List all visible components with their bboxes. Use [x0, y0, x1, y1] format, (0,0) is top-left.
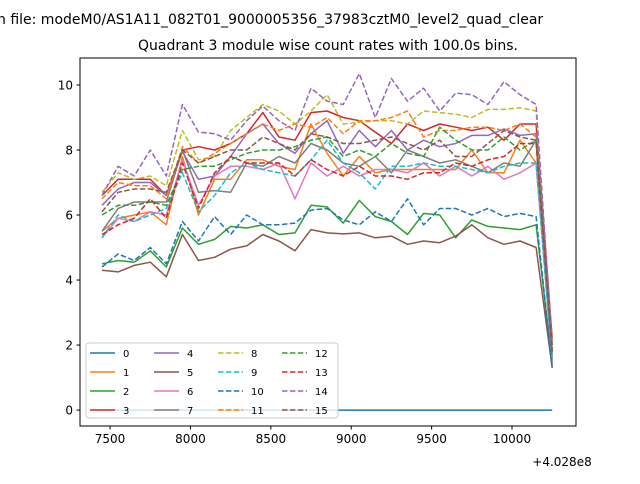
x-tick-label: 7500 — [95, 432, 126, 446]
legend-label: 8 — [251, 349, 257, 360]
series-line-6 — [101, 159, 553, 362]
series-line-5 — [101, 224, 553, 368]
legend-label: 13 — [315, 368, 328, 379]
y-tick-label: 4 — [65, 274, 73, 288]
legend-entry-9: 9 — [218, 368, 257, 379]
legend-entry-10: 10 — [218, 387, 264, 398]
legend-label: 6 — [187, 387, 193, 398]
legend-label: 7 — [187, 406, 193, 417]
series-line-15 — [101, 129, 553, 349]
legend-label: 1 — [123, 368, 129, 379]
legend-entry-12: 12 — [282, 349, 328, 360]
y-tick-label: 0 — [65, 404, 73, 418]
axes-frame — [79, 57, 577, 427]
legend-entry-0: 0 — [90, 349, 129, 360]
chart-title: Quadrant 3 module wise count rates with … — [138, 38, 518, 54]
legend-entry-15: 15 — [282, 406, 328, 417]
legend-label: 12 — [315, 349, 328, 360]
y-axis: 0 2 4 6 8 10 — [58, 78, 80, 418]
legend-entry-2: 2 — [90, 387, 129, 398]
legend-entry-6: 6 — [154, 387, 193, 398]
legend-label: 15 — [315, 406, 328, 417]
series-line-10 — [101, 198, 553, 368]
legend-label: 14 — [315, 387, 328, 398]
legend-label: 9 — [251, 368, 257, 379]
legend-label: 11 — [251, 406, 264, 417]
x-tick-label: 8000 — [175, 432, 206, 446]
legend-frame — [85, 342, 339, 419]
series-line-9 — [101, 139, 553, 362]
legend-entry-5: 5 — [154, 368, 193, 379]
y-tick-label: 2 — [65, 339, 73, 353]
legend-entry-3: 3 — [90, 406, 129, 417]
series-line-8 — [101, 93, 553, 346]
legend-label: 3 — [123, 406, 129, 417]
x-tick-label: 9500 — [416, 432, 447, 446]
x-offset-label: +4.028e8 — [532, 455, 591, 469]
x-axis: 7500 8000 8500 9000 9500 10000 — [95, 426, 531, 446]
plot-area — [101, 72, 553, 411]
x-tick-label: 9000 — [336, 432, 367, 446]
legend-entry-7: 7 — [154, 406, 193, 417]
legend-label: 0 — [123, 349, 129, 360]
x-tick-label: 8500 — [256, 432, 287, 446]
legend-entry-1: 1 — [90, 368, 129, 379]
legend-entry-14: 14 — [282, 387, 328, 398]
y-tick-label: 8 — [65, 144, 73, 158]
suptitle: n file: modeM0/AS1A11_082T01_9000005356_… — [0, 12, 543, 28]
legend-label: 4 — [187, 349, 193, 360]
legend-label: 10 — [251, 387, 264, 398]
y-tick-label: 6 — [65, 209, 73, 223]
series-line-7 — [101, 139, 553, 355]
legend-label: 2 — [123, 387, 129, 398]
series-line-14 — [101, 72, 553, 346]
legend-entry-8: 8 — [218, 349, 257, 360]
y-tick-label: 10 — [58, 78, 73, 92]
x-tick-label: 10000 — [493, 432, 531, 446]
series-line-2 — [101, 199, 553, 365]
legend-label: 5 — [187, 368, 193, 379]
legend-entry-11: 11 — [218, 406, 264, 417]
legend-entry-4: 4 — [154, 349, 193, 360]
series-line-13 — [101, 142, 553, 352]
legend-entry-13: 13 — [282, 368, 328, 379]
